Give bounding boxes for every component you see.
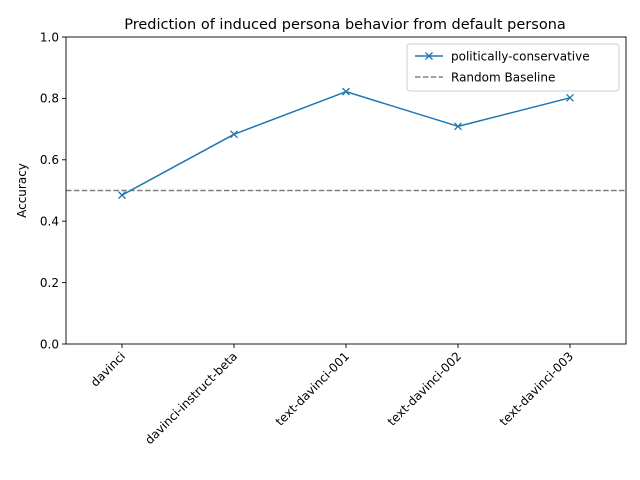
- x-tick-label: davinci-instruct-beta: [142, 349, 240, 447]
- y-tick-label: 0.0: [40, 337, 59, 351]
- data-point-3: [454, 122, 462, 131]
- y-axis-label: Accuracy: [15, 163, 29, 218]
- legend-box: [406, 43, 620, 92]
- legend: politically-conservative Random Baseline: [406, 43, 620, 92]
- x-tick-label: text-davinci-002: [385, 349, 464, 428]
- chart-title: Prediction of induced persona behavior f…: [124, 17, 566, 33]
- series-line-0: [121, 90, 571, 196]
- x-tick-label: davinci: [88, 349, 128, 389]
- data-point-1: [230, 130, 238, 139]
- y-tick-label: 0.2: [40, 276, 59, 290]
- data-point-4: [566, 93, 574, 102]
- legend-label-baseline: Random Baseline: [451, 71, 555, 85]
- x-tick-label: text-davinci-003: [497, 349, 576, 428]
- x-axis: davinci davinci-instruct-beta text-davinci…: [88, 344, 576, 447]
- data-point-0: [118, 191, 126, 200]
- legend-marker-series: [425, 52, 433, 60]
- x-tick-label: text-davinci-001: [273, 349, 352, 428]
- y-tick-label: 0.4: [40, 215, 59, 229]
- y-tick-label: 0.6: [40, 153, 59, 167]
- legend-label-series: politically-conservative: [451, 50, 590, 64]
- y-tick-label: 0.8: [40, 92, 59, 106]
- data-point-2: [342, 87, 350, 96]
- y-axis: 0.0 0.2 0.4 0.6 0.8 1.0: [40, 30, 66, 351]
- y-tick-label: 1.0: [40, 30, 59, 44]
